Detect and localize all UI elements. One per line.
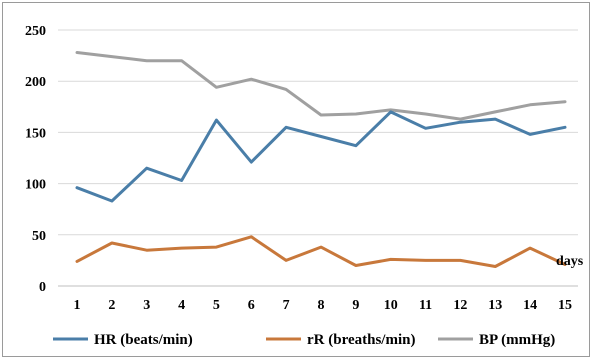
series-line	[75, 51, 567, 121]
series-line	[75, 235, 567, 268]
x-tick-label: 3	[143, 298, 150, 313]
legend-label: HR (beats/min)	[94, 332, 193, 348]
x-tick-label: 4	[178, 298, 185, 313]
x-tick-label: 2	[108, 298, 115, 313]
x-tick-label: 13	[488, 298, 502, 313]
x-tick-label: 7	[283, 298, 290, 313]
y-tick-label: 250	[25, 24, 46, 39]
series-line	[75, 110, 567, 203]
x-tick-label: 11	[419, 298, 432, 313]
legend-label: BP (mmHg)	[479, 332, 555, 348]
x-tick-label: 6	[248, 298, 255, 313]
x-tick-label: 8	[318, 298, 325, 313]
chart-frame	[2, 2, 590, 357]
y-tick-label: 200	[25, 75, 46, 90]
x-tick-labels: 1 2 3 4 5 6 7 8 9 10 11 12 13 14 15	[74, 298, 573, 313]
x-axis-unit-label: days	[556, 254, 584, 269]
gridlines	[58, 29, 578, 236]
series-lines	[75, 51, 567, 268]
y-tick-labels: 0 50 100 150 200 250	[25, 24, 46, 295]
x-tick-label: 5	[213, 298, 220, 313]
x-tick-label: 9	[352, 298, 359, 313]
x-tick-label: 15	[558, 298, 572, 313]
y-tick-label: 100	[25, 178, 46, 193]
y-tick-label: 50	[32, 229, 46, 244]
x-tick-label: 1	[74, 298, 81, 313]
legend: HR (beats/min) rR (breaths/min) BP (mmHg)	[53, 332, 555, 348]
legend-label: rR (breaths/min)	[307, 332, 415, 348]
x-tick-label: 12	[453, 298, 467, 313]
y-tick-label: 0	[39, 280, 46, 295]
x-tick-label: 14	[523, 298, 537, 313]
x-tick-label: 10	[384, 298, 398, 313]
y-tick-label: 150	[25, 126, 46, 141]
